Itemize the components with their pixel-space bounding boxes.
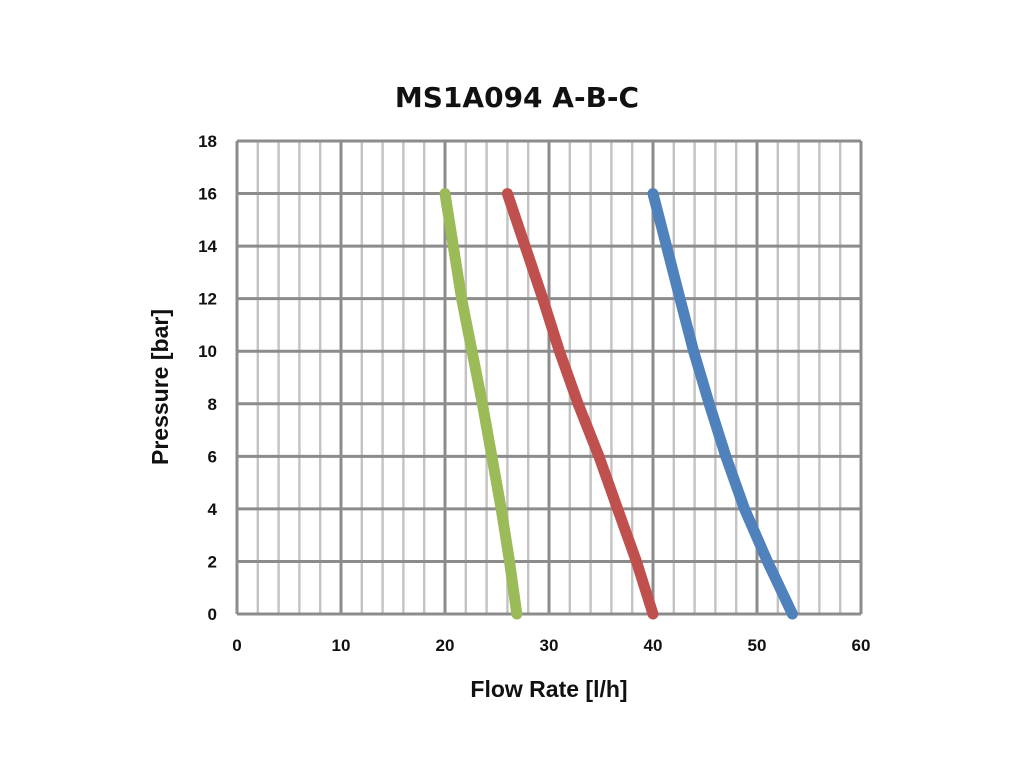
y-tick-label: 12 — [198, 290, 217, 309]
series-line-1 — [439, 188, 523, 620]
x-axis-ticks: 0 10 20 30 40 50 60 — [232, 636, 870, 655]
x-tick-label: 10 — [332, 636, 351, 655]
series-line-3 — [647, 188, 798, 620]
chart-title: MS1A094 A-B-C — [395, 81, 639, 114]
x-tick-label: 40 — [644, 636, 663, 655]
x-tick-label: 60 — [852, 636, 871, 655]
y-tick-label: 16 — [198, 185, 217, 204]
series-group — [439, 188, 798, 620]
series-line-2 — [501, 188, 659, 620]
x-tick-label: 20 — [436, 636, 455, 655]
y-tick-label: 10 — [198, 342, 217, 361]
grid — [235, 139, 863, 616]
y-axis-label: Pressure [bar] — [147, 309, 173, 465]
y-tick-label: 6 — [208, 447, 217, 466]
y-tick-label: 0 — [208, 605, 217, 624]
y-tick-label: 14 — [198, 237, 217, 256]
x-axis-label: Flow Rate [l/h] — [470, 676, 627, 702]
x-tick-label: 0 — [232, 636, 241, 655]
y-tick-label: 2 — [208, 552, 217, 571]
x-tick-label: 50 — [748, 636, 767, 655]
y-tick-label: 18 — [198, 132, 217, 151]
y-tick-label: 8 — [208, 395, 217, 414]
y-tick-label: 4 — [208, 500, 218, 519]
y-axis-ticks: 0 2 4 6 8 10 12 14 16 18 — [198, 132, 217, 624]
x-tick-label: 30 — [540, 636, 559, 655]
